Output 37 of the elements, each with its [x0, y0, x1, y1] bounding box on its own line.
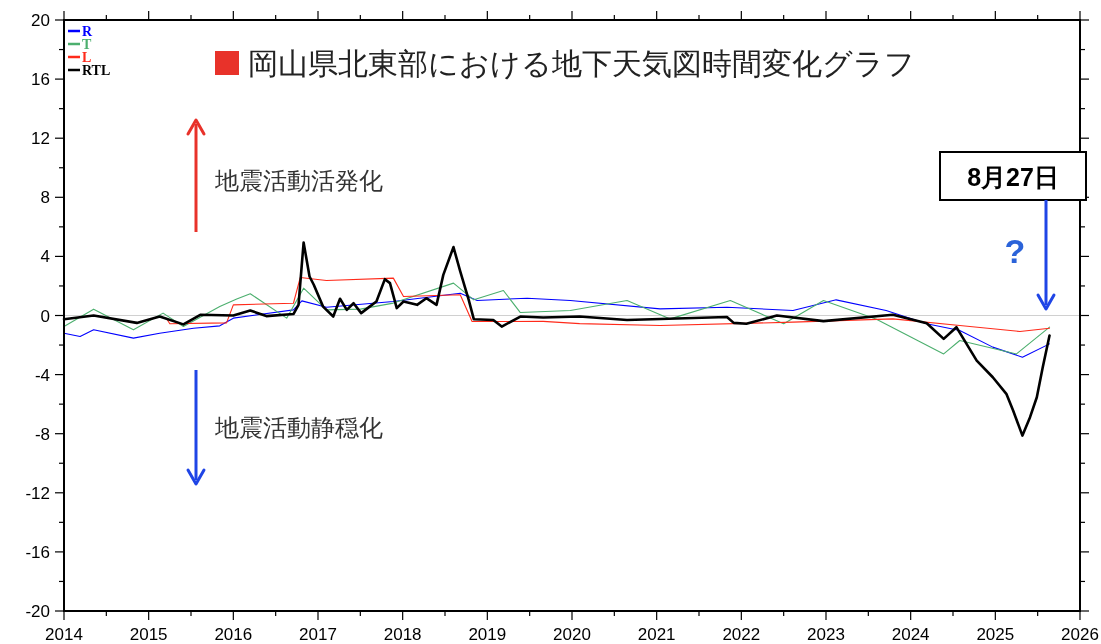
annotation: 8月27日 — [967, 163, 1059, 191]
annotation: ? — [1004, 232, 1026, 270]
legend-label: T — [82, 37, 92, 52]
x-tick-label: 2025 — [976, 625, 1015, 644]
x-tick-label: 2019 — [468, 625, 507, 644]
date-box: 8月27日 — [939, 151, 1087, 201]
x-tick-label: 2022 — [722, 625, 761, 644]
legend-label: L — [82, 50, 92, 65]
y-tick-label: 4 — [40, 247, 50, 267]
legend-label: R — [82, 24, 93, 39]
line-series — [63, 282, 1051, 355]
x-tick-label: 2020 — [553, 625, 591, 644]
y-tick-label: 20 — [31, 11, 50, 30]
y-tick-label: -8 — [34, 424, 50, 444]
y-tick-label: 8 — [40, 188, 50, 208]
x-tick-label: 2017 — [299, 625, 337, 644]
x-tick-label: 2026 — [1061, 625, 1099, 644]
x-tick-label: 2023 — [807, 625, 845, 644]
y-tick-label: 12 — [31, 129, 50, 149]
line-series — [165, 276, 1051, 333]
y-tick-label: -16 — [25, 542, 50, 562]
line-series — [63, 292, 1051, 358]
y-tick-label: -4 — [34, 365, 50, 385]
x-tick-label: 2015 — [129, 625, 168, 644]
annotation: 地震活動静穏化 — [214, 414, 383, 441]
x-tick-label: 2024 — [891, 625, 930, 644]
x-tick-label: 2021 — [637, 625, 676, 644]
title: 岡山県北東部における地下天気図時間変化グラフ — [215, 47, 915, 80]
x-tick-label: 2014 — [45, 625, 83, 644]
x-tick-label: 2018 — [383, 625, 422, 644]
y-tick-label: -12 — [25, 483, 50, 503]
legend-label: RTL — [82, 63, 111, 78]
y-tick-label: 0 — [40, 306, 50, 326]
y-tick-label: 16 — [31, 70, 50, 90]
x-tick-label: 2016 — [214, 625, 253, 644]
y-tick-label: -20 — [25, 602, 50, 621]
annotation: 地震活動活発化 — [214, 167, 383, 194]
